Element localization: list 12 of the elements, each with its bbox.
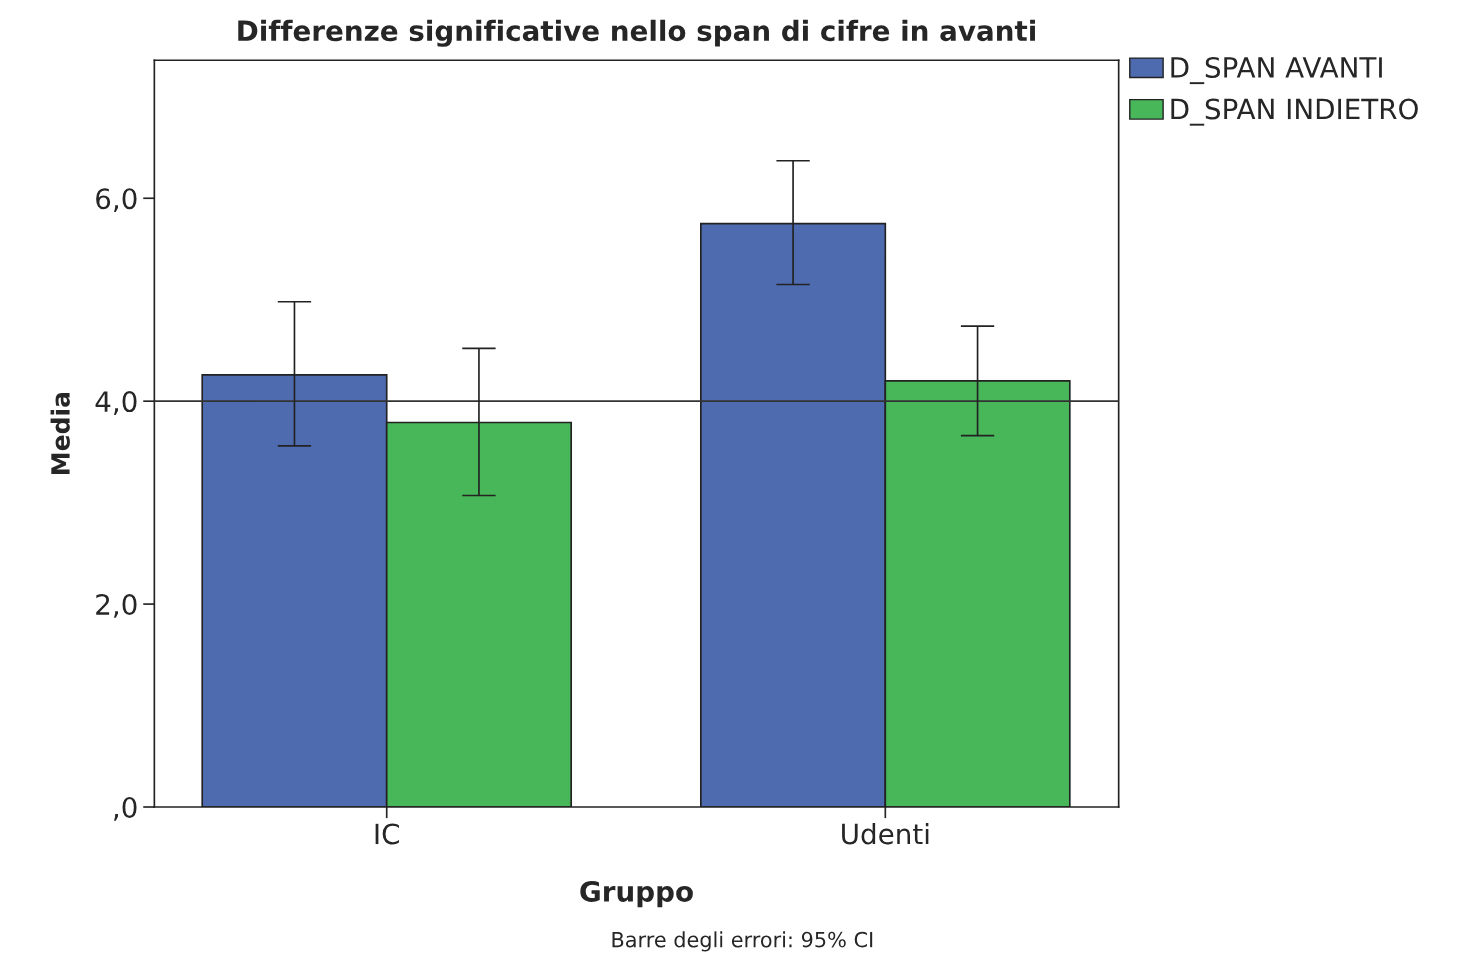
y-tick-label: 2,0 bbox=[96, 594, 137, 618]
legend-label: D_SPAN AVANTI bbox=[1171, 56, 1382, 85]
y-tick-label: ,0 bbox=[114, 796, 137, 821]
legend-label: D_SPAN INDIETRO bbox=[1171, 98, 1418, 126]
y-tick-label: 6,0 bbox=[96, 188, 137, 213]
x-axis-title: Gruppo bbox=[580, 880, 693, 908]
y-axis-title: Media bbox=[50, 393, 70, 474]
x-tick-label: IC bbox=[375, 823, 399, 845]
x-tick-label: Udenti bbox=[842, 822, 929, 845]
y-tick-label: 4,0 bbox=[95, 391, 137, 415]
chart-title: Differenze significative nello span di cifre in avanti bbox=[238, 19, 1035, 47]
text: Barre degli errori: 95% CI bbox=[612, 931, 873, 952]
